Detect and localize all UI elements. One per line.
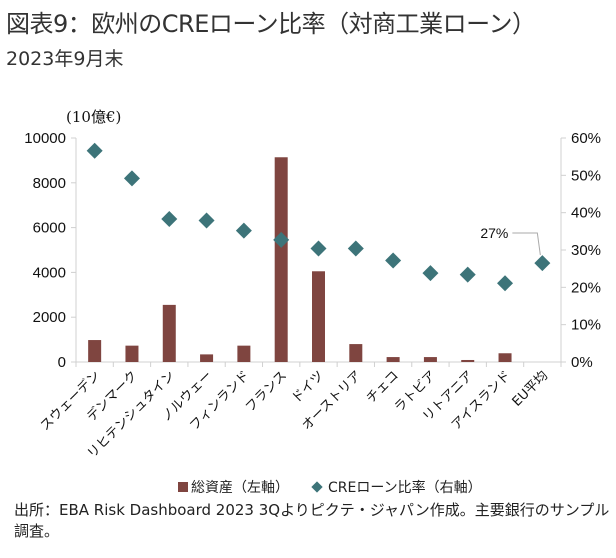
bar xyxy=(125,345,139,362)
bar xyxy=(312,271,325,362)
right-axis-tick-label: 0% xyxy=(571,354,593,371)
diamond-marker xyxy=(273,231,290,248)
right-axis-tick-label: 20% xyxy=(571,279,601,296)
left-axis-tick-label: 2000 xyxy=(33,309,66,326)
diamond-marker xyxy=(347,240,364,257)
bar xyxy=(498,353,512,362)
legend-item-cre-ratio: CREローン比率（右軸） xyxy=(311,477,482,497)
bar-series xyxy=(88,157,512,362)
bar-swatch-icon xyxy=(178,482,188,492)
right-axis-tick-label: 40% xyxy=(571,205,601,222)
diamond-marker-icon xyxy=(311,481,323,493)
right-axis-tick-label: 10% xyxy=(571,317,601,334)
left-axis-tick-label: 10000 xyxy=(24,130,66,147)
legend-item-total-assets: 総資産（左軸） xyxy=(178,477,289,497)
diamond-marker xyxy=(198,212,215,229)
annotations: 27% xyxy=(480,225,541,256)
marker-series xyxy=(86,142,551,292)
bar xyxy=(200,354,214,362)
left-axis-unit-label: (10億€) xyxy=(66,108,122,126)
chart-subtitle: 2023年9月末 xyxy=(6,48,124,70)
chart-title: 図表9：欧州のCREローン比率（対商工業ローン） xyxy=(6,10,536,38)
bar xyxy=(274,157,288,362)
leader-line xyxy=(512,232,541,256)
left-axis-tick-label: 8000 xyxy=(33,175,66,192)
legend: 総資産（左軸） CREローン比率（右軸） xyxy=(178,477,482,497)
right-axis-tick-label: 50% xyxy=(571,167,601,184)
left-axis-tick-label: 0 xyxy=(58,354,66,371)
diamond-marker xyxy=(497,275,514,292)
legend-label-cre-ratio: CREローン比率（右軸） xyxy=(328,480,482,496)
legend-label-total-assets: 総資産（左軸） xyxy=(191,480,289,496)
bar xyxy=(162,304,176,362)
category-label: フランス xyxy=(243,368,290,415)
diamond-marker xyxy=(534,255,551,272)
right-axis-tick-label: 60% xyxy=(571,130,601,147)
source-note: 出所：EBA Risk Dashboard 2023 3Qよりピクテ・ジャパン作… xyxy=(14,501,610,540)
diamond-marker xyxy=(310,240,327,257)
bar xyxy=(237,345,251,362)
diamond-marker xyxy=(235,222,252,239)
axes: 0 2000 4000 6000 8000 10000 0% 10% 20% 30% 40% 50% 6… xyxy=(24,130,601,371)
data-label: 27% xyxy=(480,225,508,241)
category-label: EU平均 xyxy=(510,368,552,410)
left-axis-tick-label: 6000 xyxy=(33,220,66,237)
chart-canvas: 0 2000 4000 6000 8000 10000 0% 10% 20% 30% 40% 50% 6… xyxy=(24,130,601,462)
diamond-marker xyxy=(86,142,103,159)
left-axis-tick-label: 4000 xyxy=(33,264,66,281)
diamond-marker xyxy=(385,252,402,269)
diamond-marker xyxy=(422,265,439,282)
diamond-marker xyxy=(123,170,140,187)
diamond-marker xyxy=(459,266,476,283)
right-axis-tick-label: 30% xyxy=(571,242,601,259)
bar xyxy=(423,357,437,362)
bar xyxy=(349,344,363,362)
bar xyxy=(386,357,400,362)
diamond-marker xyxy=(161,211,178,228)
bar xyxy=(88,340,102,362)
bar xyxy=(461,359,475,362)
